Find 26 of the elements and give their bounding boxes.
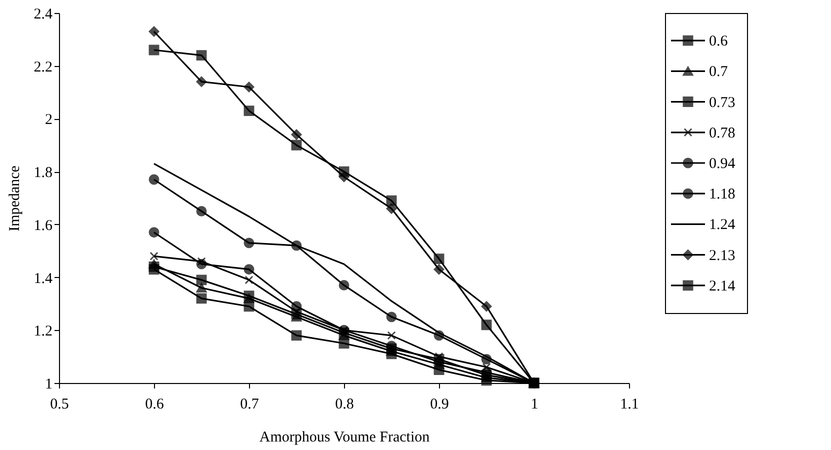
y-tick-label: 1.2 (34, 324, 52, 340)
x-tick-label: 0.9 (430, 396, 449, 412)
x-axis-title: Amorphous Voume Fraction (259, 430, 430, 446)
legend-label: 1.18 (709, 186, 736, 203)
legend-label: 0.7 (709, 64, 728, 80)
legend-label: 1.24 (709, 217, 736, 234)
y-tick-label: 1 (45, 376, 52, 392)
legend-label: 0.78 (709, 125, 736, 142)
x-tick-label: 1 (530, 396, 538, 412)
y-tick-label: 1.4 (34, 270, 53, 287)
legend-label: 0.73 (709, 94, 736, 111)
y-tick-label: 2.4 (34, 6, 53, 22)
x-tick-label: 0.8 (335, 396, 354, 412)
legend-label: 0.6 (709, 34, 728, 50)
y-axis-title: Impedance (6, 165, 23, 232)
x-tick-label: 0.7 (240, 396, 260, 412)
y-tick-label: 1.6 (34, 218, 53, 234)
x-tick-label: 1.1 (620, 396, 639, 412)
y-tick-label: 2 (45, 112, 52, 128)
x-tick-label: 0.6 (145, 396, 164, 412)
legend-label: 2.14 (709, 278, 736, 294)
x-tick-label: 0.5 (50, 396, 69, 412)
legend-label: 0.94 (709, 156, 736, 172)
y-tick-label: 1.8 (34, 165, 52, 182)
y-tick-label: 2.2 (34, 59, 52, 76)
legend-label: 2.13 (709, 248, 736, 264)
